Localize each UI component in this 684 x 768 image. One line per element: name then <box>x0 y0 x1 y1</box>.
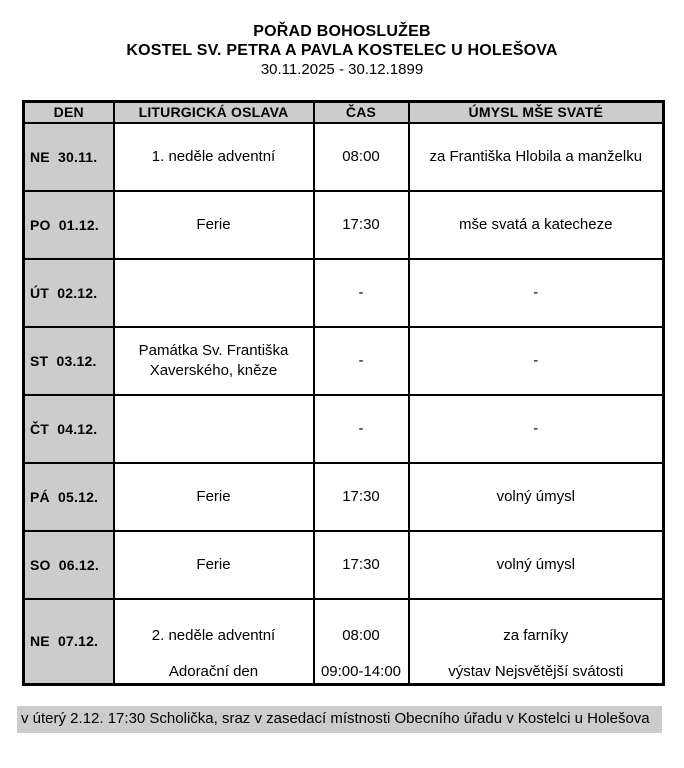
date-range: 30.11.2025 - 30.12.1899 <box>260 61 424 78</box>
time-cell: 08:00 <box>312 121 410 192</box>
celebration-cell: Památka Sv. Františka Xaverského, kněze <box>112 325 315 396</box>
intention-cell: - <box>407 393 665 464</box>
time-line-1: 08:00 <box>342 626 380 644</box>
celebration-line-1: 2. neděle adventní <box>151 626 276 644</box>
document-title: POŘAD BOHOSLUŽEB <box>253 23 431 40</box>
schedule-table: DEN LITURGICKÁ OSLAVA ČAS ÚMYSL MŠE SVAT… <box>22 100 665 686</box>
celebration-cell: Ferie <box>112 189 315 260</box>
table-row: ČT 04.12. - - <box>22 393 665 464</box>
time-cell: 08:00 09:00-14:00 <box>312 597 410 686</box>
intention-cell: - <box>407 257 665 328</box>
table-row: ST 03.12. Památka Sv. Františka Xaverské… <box>22 325 665 396</box>
footer-note: v úterý 2.12. 17:30 Scholička, sraz v za… <box>17 706 662 733</box>
time-cell: 17:30 <box>312 189 410 260</box>
time-cell: 17:30 <box>312 461 410 532</box>
table-header-row: DEN LITURGICKÁ OSLAVA ČAS ÚMYSL MŠE SVAT… <box>22 100 665 124</box>
day-cell: PÁ 05.12. <box>22 461 115 532</box>
day-cell: NE 30.11. <box>22 121 115 192</box>
day-cell: ČT 04.12. <box>22 393 115 464</box>
intention-cell: volný úmysl <box>407 461 665 532</box>
table-row: NE 07.12. 2. neděle adventní Adorační de… <box>22 597 665 686</box>
day-cell: PO 01.12. <box>22 189 115 260</box>
intention-line-1: za farníky <box>503 626 569 644</box>
celebration-cell <box>112 257 315 328</box>
day-cell: ÚT 02.12. <box>22 257 115 328</box>
day-cell: ST 03.12. <box>22 325 115 396</box>
time-cell: - <box>312 325 410 396</box>
table-row: NE 30.11. 1. neděle adventní 08:00 za Fr… <box>22 121 665 192</box>
document-header: POŘAD BOHOSLUŽEB KOSTEL SV. PETRA A PAVL… <box>0 0 684 80</box>
table-row: SO 06.12. Ferie 17:30 volný úmysl <box>22 529 665 600</box>
table-row: ÚT 02.12. - - <box>22 257 665 328</box>
column-header-cas: ČAS <box>312 100 410 124</box>
intention-cell: za farníky výstav Nejsvětější svátosti <box>407 597 665 686</box>
time-cell: 17:30 <box>312 529 410 600</box>
table-row: PÁ 05.12. Ferie 17:30 volný úmysl <box>22 461 665 532</box>
time-line-2: 09:00-14:00 <box>320 663 402 680</box>
column-header-den: DEN <box>22 100 115 124</box>
intention-cell: mše svatá a katecheze <box>407 189 665 260</box>
celebration-cell: 1. neděle adventní <box>112 121 315 192</box>
day-cell: SO 06.12. <box>22 529 115 600</box>
intention-cell: volný úmysl <box>407 529 665 600</box>
column-header-liturgicka-oslava: LITURGICKÁ OSLAVA <box>112 100 315 124</box>
celebration-cell: Ferie <box>112 461 315 532</box>
table-row: PO 01.12. Ferie 17:30 mše svatá a katech… <box>22 189 665 260</box>
intention-cell: - <box>407 325 665 396</box>
day-cell: NE 07.12. <box>22 597 115 686</box>
time-cell: - <box>312 257 410 328</box>
intention-line-2: výstav Nejsvětější svátosti <box>448 663 624 680</box>
church-name: KOSTEL SV. PETRA A PAVLA KOSTELEC U HOLE… <box>126 42 558 59</box>
time-cell: - <box>312 393 410 464</box>
celebration-cell <box>112 393 315 464</box>
celebration-cell: 2. neděle adventní Adorační den <box>112 597 315 686</box>
column-header-umysl: ÚMYSL MŠE SVATÉ <box>407 100 665 124</box>
celebration-cell: Ferie <box>112 529 315 600</box>
celebration-line-2: Adorační den <box>168 663 259 680</box>
intention-cell: za Františka Hlobila a manželku <box>407 121 665 192</box>
